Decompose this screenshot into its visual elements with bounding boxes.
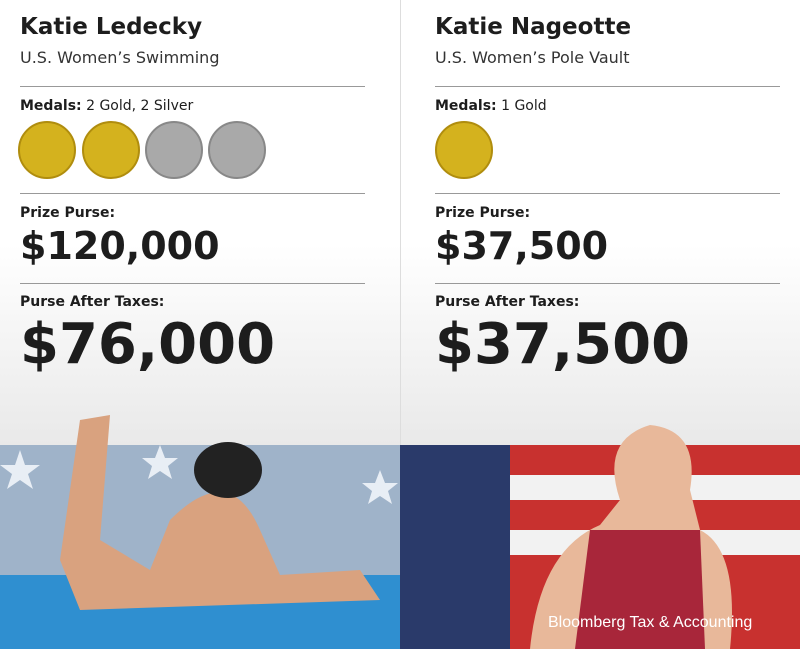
swimmer [60,415,380,610]
medal-icons [435,121,493,179]
swim-cap [194,442,262,498]
medal-icons [18,121,266,179]
jersey [575,530,705,649]
athlete-name: Katie Nageotte [435,14,632,40]
photos [0,415,800,649]
silver-medal [208,121,266,179]
prize-label: Prize Purse: [435,205,531,221]
prize-value: $37,500 [435,224,609,268]
footer-brand: Bloomberg Tax & Accounting [548,614,753,631]
athlete-panel: Katie Nageotte U.S. Women’s Pole Vault M… [400,0,800,445]
athlete-event: U.S. Women’s Swimming [20,48,220,67]
after-tax-label: Purse After Taxes: [435,294,580,310]
divider [20,86,365,87]
gold-medal [82,121,140,179]
prize-value: $120,000 [20,224,220,268]
after-tax-value: $76,000 [20,312,276,377]
divider [435,86,780,87]
medals-value: 2 Gold, 2 Silver [86,98,194,114]
prize-label: Prize Purse: [20,205,116,221]
stars [0,445,398,504]
medals-label: Medals: [435,98,497,114]
athlete-panel: Katie Ledecky U.S. Women’s Swimming Meda… [0,0,400,445]
divider [20,193,365,194]
divider [435,193,780,194]
medals: Medals: 1 Gold [435,98,547,114]
silver-medal [145,121,203,179]
flag-field [400,445,510,649]
athlete-name: Katie Ledecky [20,14,203,40]
athlete-event: U.S. Women’s Pole Vault [435,48,630,67]
gold-medal [435,121,493,179]
medals-label: Medals: [20,98,82,114]
medals-value: 1 Gold [501,98,547,114]
gold-medal [18,121,76,179]
divider [435,283,780,284]
after-tax-value: $37,500 [435,312,691,377]
medals: Medals: 2 Gold, 2 Silver [20,98,193,114]
divider [20,283,365,284]
after-tax-label: Purse After Taxes: [20,294,165,310]
